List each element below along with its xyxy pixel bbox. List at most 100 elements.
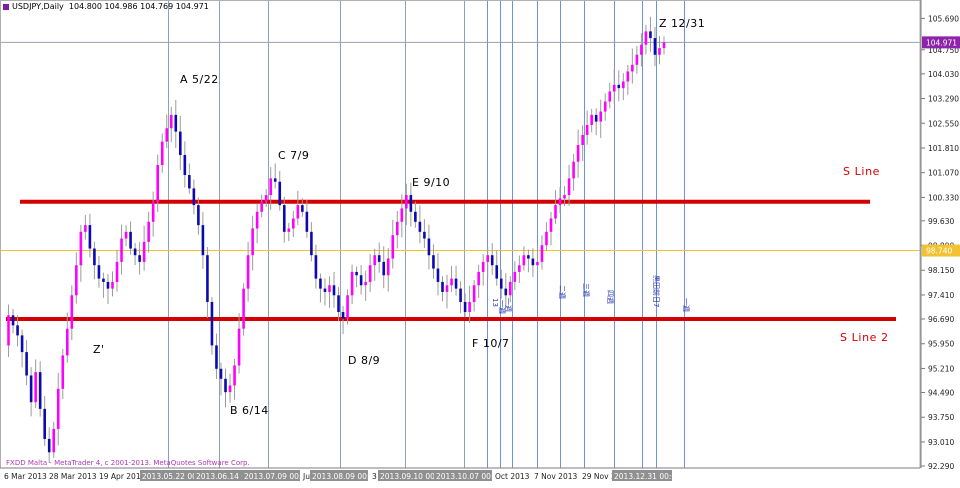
candle-body-142 <box>645 31 648 44</box>
candle-body-67 <box>306 212 309 232</box>
candle-body-13 <box>61 355 64 388</box>
symbol-label: USDJPY,Daily <box>12 2 64 11</box>
candle-body-34 <box>156 165 159 202</box>
candle-body-102 <box>464 302 467 312</box>
candle-body-51 <box>233 365 236 385</box>
candle-body-120 <box>545 232 548 245</box>
candle-body-65 <box>297 205 300 218</box>
plot-frame <box>1 1 921 469</box>
candle-body-79 <box>360 275 363 285</box>
candle-body-42 <box>193 188 196 205</box>
annotation-z-prime: Z' <box>93 343 105 356</box>
candle-body-26 <box>120 239 123 262</box>
candle-body-145 <box>658 48 661 55</box>
candle-body-72 <box>328 285 331 292</box>
time-label-12: 7 Nov 2013 <box>534 472 577 481</box>
candle-body-82 <box>373 255 376 265</box>
candle-body-3 <box>16 325 19 335</box>
time-label-0: 6 Mar 2013 <box>4 472 47 481</box>
candle-body-98 <box>446 285 449 292</box>
candle-body-18 <box>84 225 87 232</box>
candle-body-128 <box>581 135 584 145</box>
candle-body-69 <box>315 255 318 278</box>
time-label-8: 3 <box>372 472 377 481</box>
candle-body-36 <box>165 128 168 141</box>
candle-body-61 <box>278 182 281 205</box>
candle-body-33 <box>152 202 155 222</box>
candle-body-70 <box>319 279 322 289</box>
s-line-label: S Line <box>843 165 880 178</box>
candle-body-52 <box>238 329 241 366</box>
candle-body-11 <box>52 429 55 452</box>
candle-body-32 <box>147 222 150 242</box>
candle-body-63 <box>287 228 290 231</box>
candle-body-136 <box>617 85 620 88</box>
candle-body-139 <box>631 65 634 72</box>
time-label-2: 19 Apr 2013 <box>99 472 146 481</box>
candle-body-10 <box>48 439 51 452</box>
price-tick-label-15: 94.490 <box>928 389 954 398</box>
candle-body-39 <box>179 132 182 155</box>
candle-body-6 <box>30 375 33 402</box>
candle-body-103 <box>468 302 471 312</box>
candle-body-123 <box>559 198 562 205</box>
annotation-e: E 9/10 <box>412 176 450 189</box>
candle-body-132 <box>599 112 602 122</box>
candle-body-19 <box>89 225 92 248</box>
candle-body-112 <box>509 282 512 295</box>
candle-body-27 <box>125 232 128 239</box>
week-label-4: 三週 <box>582 283 591 297</box>
candle-body-73 <box>333 285 336 295</box>
candle-body-68 <box>310 232 313 255</box>
price-tick-label-10: 98.150 <box>928 266 954 275</box>
candle-body-137 <box>622 81 625 88</box>
candle-body-119 <box>541 245 544 262</box>
candle-body-57 <box>260 202 263 212</box>
candle-body-111 <box>504 289 507 296</box>
candle-body-83 <box>378 255 381 262</box>
candle-body-106 <box>482 262 485 272</box>
candle-body-101 <box>459 289 462 302</box>
candle-body-17 <box>80 232 83 265</box>
chart-header: USDJPY,Daily 104.800 104.986 104.769 104… <box>3 2 209 11</box>
candle-body-12 <box>57 389 60 429</box>
candle-body-105 <box>477 272 480 285</box>
candle-body-53 <box>242 289 245 329</box>
candle-body-140 <box>636 55 639 65</box>
candle-body-108 <box>491 255 494 265</box>
week-label-6: 黒田前日7 <box>652 275 661 307</box>
candle-body-49 <box>224 379 227 392</box>
annotation-a: A 5/22 <box>180 73 219 86</box>
candle-body-109 <box>495 265 498 278</box>
candle-body-87 <box>396 222 399 235</box>
copyright-text: FXDD Malta - MetaTrader 4, c 2001-2013. … <box>6 459 250 467</box>
candle-body-48 <box>220 369 223 379</box>
candle-group <box>7 17 665 463</box>
candle-body-113 <box>514 272 517 282</box>
week-label-0: 13 <box>491 298 499 307</box>
candle-body-71 <box>324 289 327 292</box>
candle-body-16 <box>75 265 78 295</box>
candle-body-23 <box>107 282 110 289</box>
candle-body-24 <box>111 282 114 289</box>
candle-body-138 <box>627 71 630 81</box>
price-tick-label-4: 102.550 <box>928 119 959 128</box>
candle-body-97 <box>441 282 444 292</box>
candle-body-35 <box>161 142 164 165</box>
candle-body-93 <box>423 232 426 239</box>
price-tick-label-0: 105.690 <box>928 14 959 23</box>
candle-body-133 <box>604 102 607 112</box>
candle-body-8 <box>39 372 42 409</box>
candle-body-125 <box>568 178 571 195</box>
candle-body-15 <box>71 295 74 328</box>
candle-body-74 <box>337 295 340 312</box>
time-label-14: 2013.12.31 00:00 <box>614 472 681 481</box>
candle-body-43 <box>197 205 200 225</box>
candle-body-130 <box>590 115 593 125</box>
candle-body-86 <box>391 235 394 258</box>
candle-body-126 <box>572 162 575 179</box>
candle-body-122 <box>554 205 557 218</box>
candle-body-110 <box>500 279 503 289</box>
